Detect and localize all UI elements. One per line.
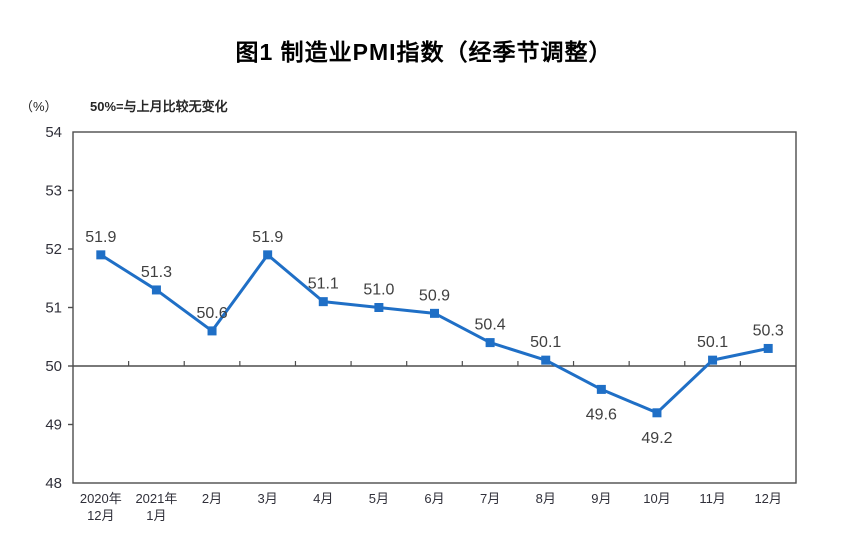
data-point-marker <box>263 250 273 260</box>
data-point-label: 50.9 <box>419 287 450 304</box>
data-point-label: 50.6 <box>196 305 227 322</box>
y-tick-label: 48 <box>45 475 62 492</box>
x-category-label: 2020年 <box>80 491 122 506</box>
y-tick-label: 54 <box>45 124 62 141</box>
data-point-marker <box>485 338 495 348</box>
y-axis-unit-label: （%） <box>20 99 58 114</box>
data-point-marker <box>318 297 328 307</box>
x-category-label: 12月 <box>754 491 781 506</box>
y-tick-label: 49 <box>45 417 62 434</box>
x-category-label: 11月 <box>699 491 726 506</box>
chart-title: 图1 制造业PMI指数（经季节调整） <box>235 39 613 65</box>
data-point-marker <box>652 408 662 418</box>
data-point-marker <box>708 355 718 365</box>
x-category-label: 2月 <box>202 491 222 506</box>
x-category-label: 8月 <box>536 491 556 506</box>
data-point-label: 51.3 <box>141 264 172 281</box>
reference-line-note: 50%=与上月比较无变化 <box>90 99 228 114</box>
data-point-label: 50.1 <box>530 334 561 351</box>
data-point-marker <box>430 308 439 318</box>
x-category-label: 5月 <box>369 491 389 506</box>
data-point-marker <box>96 250 106 260</box>
y-tick-label: 52 <box>45 241 62 258</box>
y-tick-label: 53 <box>45 183 62 200</box>
x-category-label: 2021年 <box>135 491 177 506</box>
data-point-label: 50.3 <box>753 322 784 339</box>
data-point-marker <box>596 384 606 394</box>
x-category-label: 4月 <box>313 491 333 506</box>
x-category-label: 6月 <box>424 491 444 506</box>
x-category-label: 1月 <box>146 508 166 523</box>
data-point-label: 51.9 <box>85 229 116 246</box>
data-point-label: 49.6 <box>586 406 617 423</box>
data-point-marker <box>151 285 161 295</box>
data-point-marker <box>763 343 773 353</box>
data-point-label: 50.1 <box>697 334 728 351</box>
data-point-label: 51.1 <box>308 276 339 293</box>
x-category-label: 12月 <box>87 508 114 523</box>
pmi-series-line <box>99 253 770 415</box>
data-point-marker <box>374 303 384 312</box>
data-point-label: 49.2 <box>641 430 672 447</box>
x-category-label: 3月 <box>258 491 278 506</box>
y-tick-label: 50 <box>45 358 62 375</box>
x-category-label: 9月 <box>591 491 611 506</box>
data-point-label: 51.9 <box>252 229 283 246</box>
x-category-label: 10月 <box>643 491 670 506</box>
data-point-label: 50.4 <box>475 317 506 334</box>
y-tick-label: 51 <box>45 300 62 317</box>
x-category-label: 7月 <box>480 491 500 506</box>
data-point-marker <box>207 326 217 336</box>
data-point-marker <box>541 355 551 365</box>
data-point-label: 51.0 <box>363 282 394 299</box>
